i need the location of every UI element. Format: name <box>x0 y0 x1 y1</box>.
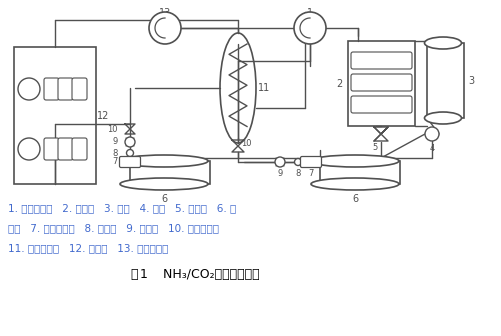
Bar <box>347 41 414 126</box>
FancyBboxPatch shape <box>58 78 73 100</box>
Ellipse shape <box>311 155 398 167</box>
Text: 1: 1 <box>140 267 148 281</box>
Circle shape <box>18 78 40 100</box>
Text: 1. 高温压缩机   2. 冷凝器   3. 水筱   4. 水泵   5. 泄压阀   6. 贮: 1. 高温压缩机 2. 冷凝器 3. 水筱 4. 水泵 5. 泄压阀 6. 贮 <box>8 203 236 213</box>
Text: 7: 7 <box>112 158 118 167</box>
Ellipse shape <box>311 178 398 190</box>
Text: 12: 12 <box>97 111 109 121</box>
Text: 图: 图 <box>130 267 137 281</box>
Bar <box>319 161 399 184</box>
Circle shape <box>126 150 133 157</box>
Text: 13: 13 <box>158 8 171 18</box>
Text: 8: 8 <box>112 149 118 158</box>
Text: 10: 10 <box>240 139 251 149</box>
Text: NH₃/CO₂复叠制冷系统: NH₃/CO₂复叠制冷系统 <box>155 267 259 281</box>
Ellipse shape <box>120 155 207 167</box>
FancyBboxPatch shape <box>58 138 73 160</box>
Bar <box>130 161 209 184</box>
Text: 9: 9 <box>113 137 118 146</box>
Text: 6: 6 <box>161 194 167 204</box>
Text: 9: 9 <box>277 169 282 178</box>
Text: 11: 11 <box>258 83 270 93</box>
FancyBboxPatch shape <box>300 157 321 168</box>
FancyBboxPatch shape <box>72 78 87 100</box>
Text: 6: 6 <box>351 194 357 204</box>
Text: 3: 3 <box>467 76 473 86</box>
FancyBboxPatch shape <box>44 138 59 160</box>
Text: 1: 1 <box>306 8 313 18</box>
Text: 10: 10 <box>107 125 118 133</box>
Text: 11. 蕊发冷凝器   12. 蕊发器   13. 低温压缩机: 11. 蕊发冷凝器 12. 蕊发器 13. 低温压缩机 <box>8 243 168 253</box>
FancyBboxPatch shape <box>350 74 411 91</box>
Bar <box>14 47 96 184</box>
Text: 4: 4 <box>428 144 434 153</box>
Text: 5: 5 <box>372 143 377 152</box>
Bar <box>426 43 463 118</box>
Circle shape <box>294 159 301 166</box>
Text: 8: 8 <box>295 169 300 178</box>
FancyBboxPatch shape <box>72 138 87 160</box>
Circle shape <box>18 138 40 160</box>
Ellipse shape <box>424 37 460 49</box>
Ellipse shape <box>219 33 256 143</box>
Ellipse shape <box>120 178 207 190</box>
Text: 2: 2 <box>336 79 342 89</box>
Circle shape <box>275 157 285 167</box>
Circle shape <box>149 12 181 44</box>
FancyBboxPatch shape <box>350 96 411 113</box>
Circle shape <box>294 12 325 44</box>
FancyBboxPatch shape <box>350 52 411 69</box>
FancyBboxPatch shape <box>119 157 140 168</box>
Text: 7: 7 <box>308 169 313 178</box>
Text: 液罐   7. 干燥过滤器   8. 视液镜   9. 电磁鄀   10. 电子膨胀鄀: 液罐 7. 干燥过滤器 8. 视液镜 9. 电磁鄀 10. 电子膨胀鄀 <box>8 223 218 233</box>
Circle shape <box>125 137 135 147</box>
Ellipse shape <box>424 112 460 124</box>
Circle shape <box>424 127 438 141</box>
FancyBboxPatch shape <box>44 78 59 100</box>
